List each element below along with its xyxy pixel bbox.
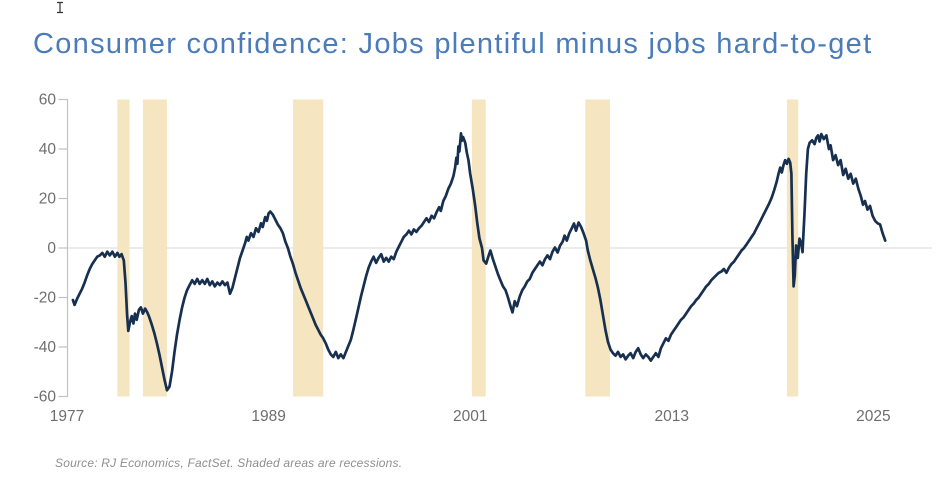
recession-band bbox=[293, 99, 324, 397]
recession-band bbox=[142, 99, 167, 397]
x-axis-tick-label: 2025 bbox=[856, 408, 890, 425]
x-axis-tick-label: 2001 bbox=[453, 408, 487, 425]
y-axis-tick-label: -20 bbox=[34, 290, 57, 307]
y-axis-tick-label: 0 bbox=[47, 240, 56, 257]
series-group bbox=[71, 132, 887, 392]
x-axis-tick-label: 1977 bbox=[50, 408, 84, 425]
y-axis-tick-label: 40 bbox=[39, 141, 57, 158]
recession-band bbox=[471, 99, 486, 397]
chart-title: Consumer confidence: Jobs plentiful minu… bbox=[33, 28, 873, 60]
source-note: Source: RJ Economics, FactSet. Shaded ar… bbox=[55, 456, 403, 470]
axis-labels-group: 60 40 20 0 -20 -40 -60 1977 1989 2001 2013 2025 bbox=[34, 92, 891, 426]
series-line bbox=[71, 132, 887, 392]
text-cursor-artifact bbox=[55, 1, 65, 14]
recession-bands-group bbox=[117, 99, 799, 397]
y-axis-tick-label: -40 bbox=[34, 339, 57, 356]
x-axis-tick-label: 1989 bbox=[251, 408, 285, 425]
y-axis-tick-label: 20 bbox=[39, 191, 57, 208]
x-axis-tick-label: 2013 bbox=[655, 408, 689, 425]
axes-group bbox=[58, 98, 69, 398]
recession-band bbox=[117, 99, 130, 397]
recession-band bbox=[585, 99, 610, 397]
y-axis-tick-label: -60 bbox=[34, 389, 57, 406]
y-axis-tick-label: 60 bbox=[39, 92, 57, 109]
